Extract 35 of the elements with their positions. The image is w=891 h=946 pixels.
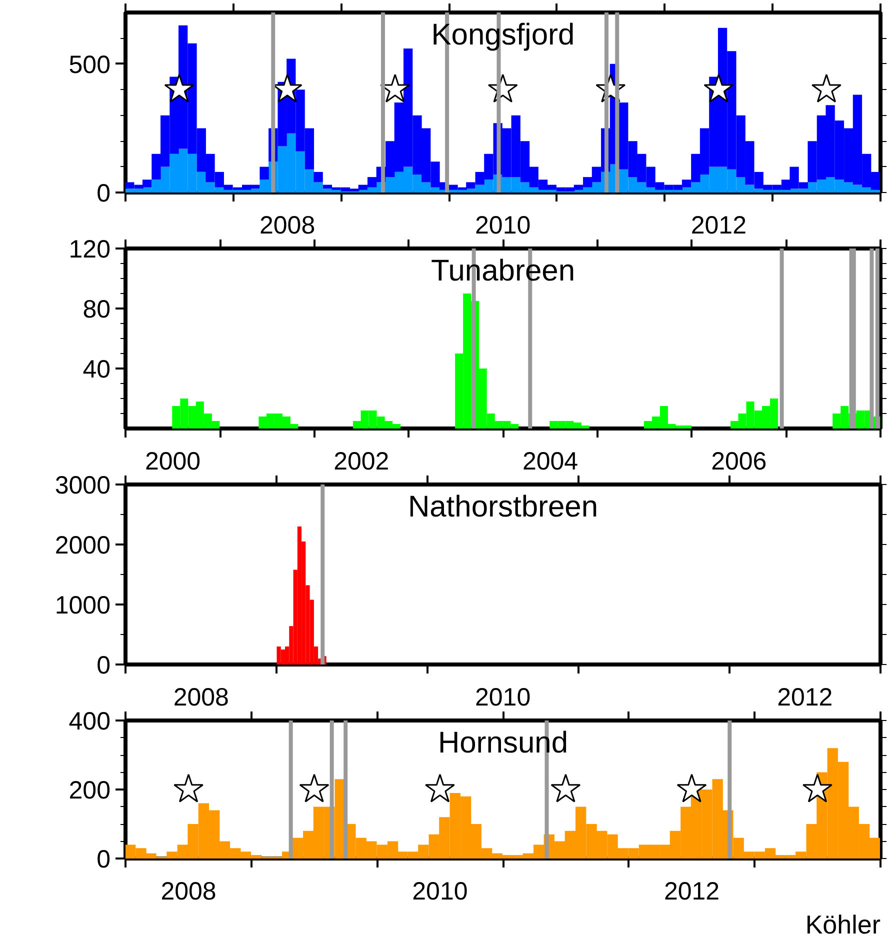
x-tick-label: 2010 bbox=[475, 212, 531, 240]
y-tick-label: 2000 bbox=[54, 532, 111, 560]
y-tick-label: 0 bbox=[96, 652, 110, 680]
y-tick-label: 400 bbox=[68, 708, 111, 736]
y-tick-label: 0 bbox=[96, 846, 110, 874]
bar bbox=[276, 646, 281, 664]
y-tick-label: 80 bbox=[82, 296, 111, 324]
bar bbox=[314, 172, 323, 182]
y-tick-label: 0 bbox=[96, 180, 110, 208]
x-tick-label: 2004 bbox=[522, 448, 578, 476]
bar bbox=[280, 650, 286, 664]
y-tick-label: 3000 bbox=[54, 472, 111, 500]
chart-title: Tunabreen bbox=[431, 254, 576, 288]
x-tick-label: 2000 bbox=[144, 448, 201, 476]
x-tick-label: 2012 bbox=[690, 212, 747, 240]
x-tick-label: 2010 bbox=[412, 878, 468, 906]
text: Köhler bbox=[805, 910, 881, 940]
bar bbox=[260, 166, 269, 180]
x-tick-label: 2012 bbox=[664, 878, 720, 906]
y-tick-label: 40 bbox=[82, 356, 111, 384]
x-tick-label: 2002 bbox=[334, 448, 390, 476]
chart-title: Nathorstbreen bbox=[408, 490, 598, 524]
chart-title: Kongsfjord bbox=[431, 18, 575, 52]
y-tick-label: 500 bbox=[68, 50, 111, 79]
x-tick-label: 2008 bbox=[260, 212, 316, 240]
x-tick-label: 2008 bbox=[173, 684, 229, 712]
y-tick-label: 200 bbox=[68, 776, 111, 804]
x-tick-label: 2006 bbox=[711, 448, 767, 476]
x-tick-label: 2010 bbox=[474, 684, 531, 712]
y-tick-label: 1000 bbox=[54, 592, 111, 620]
bar bbox=[297, 526, 302, 664]
y-tick-label: 120 bbox=[68, 236, 111, 264]
x-tick-label: 2008 bbox=[160, 878, 216, 906]
x-tick-label: 2012 bbox=[777, 684, 833, 712]
chart-title: Hornsund bbox=[438, 726, 568, 760]
